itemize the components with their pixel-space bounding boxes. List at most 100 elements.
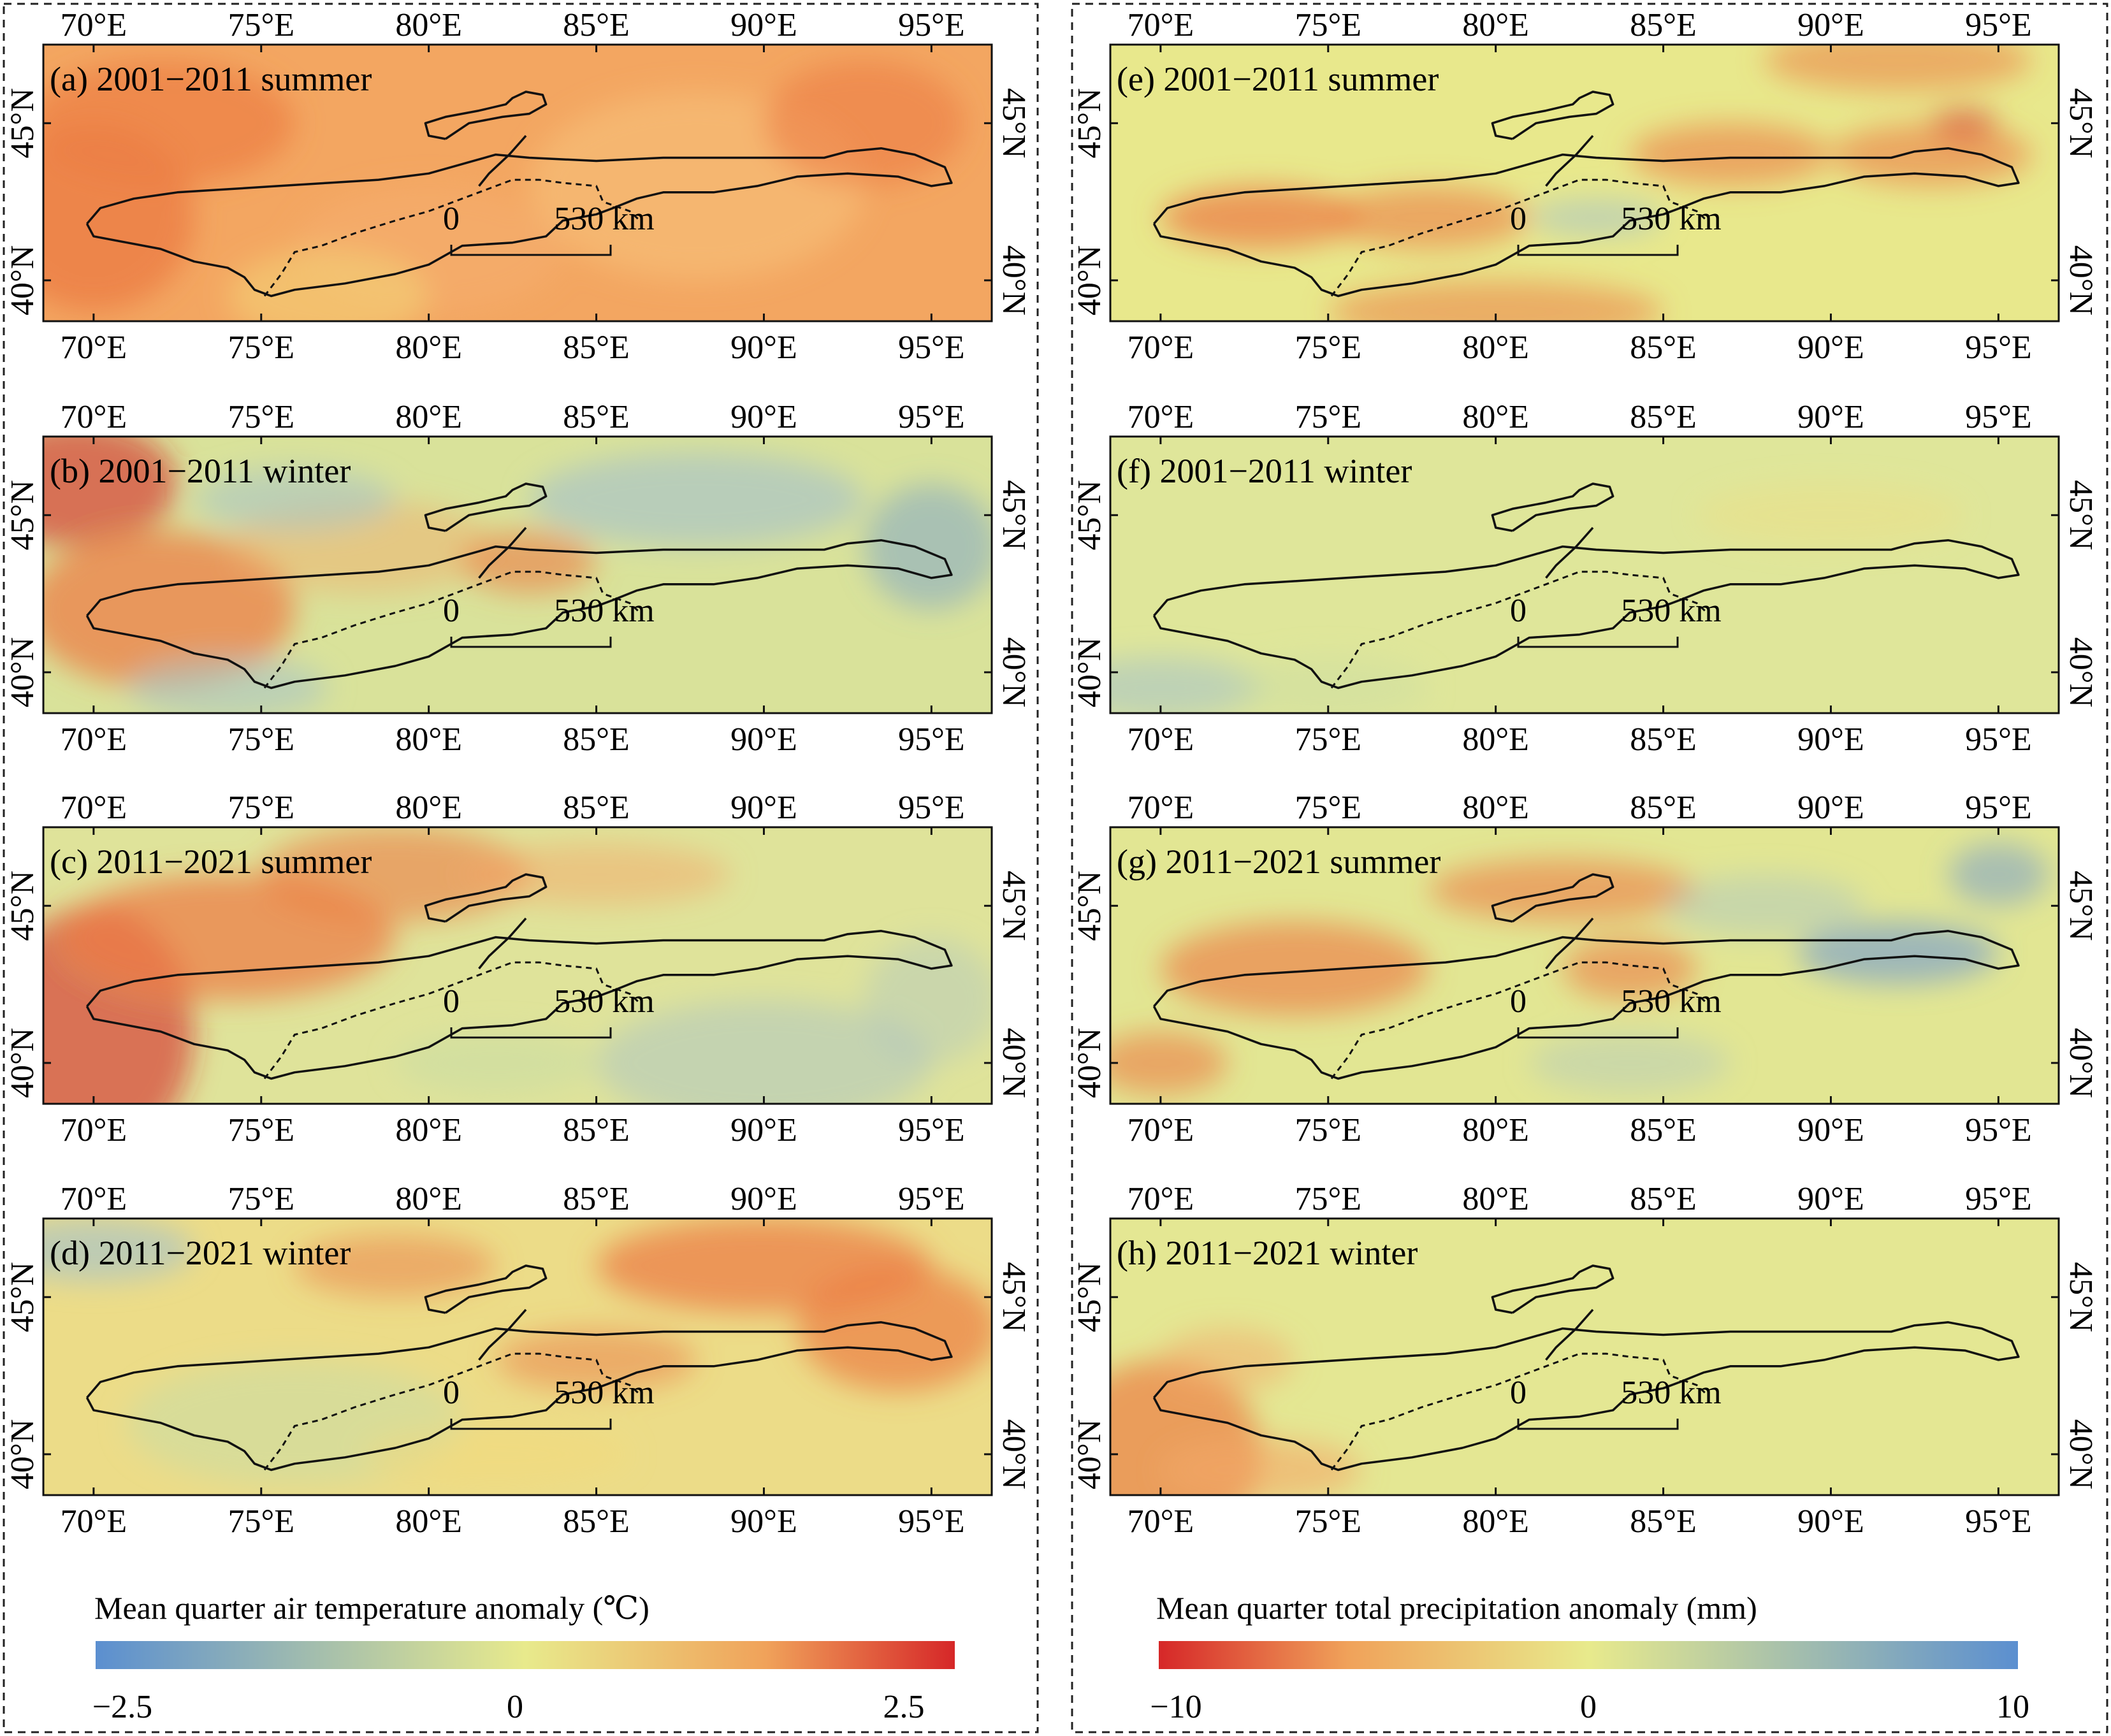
panel-f-anomaly-field [1110,437,2059,713]
panel-b-lon-tick-top: 85°E [563,399,630,435]
panel-e-anomaly-patch [1629,123,1831,186]
panel-e-anomaly-patch [1831,123,2032,186]
panel-g: (g) 2011−2021 summer 0 530 km 70°E 70°E 75°E 7… [1071,790,2099,1148]
panel-c-lon-tick-top: 95°E [898,790,965,826]
panel-e-lat-tick-right: 45°N [2063,88,2099,158]
panel-c-scale-start: 0 [443,983,460,1020]
panel-e: (e) 2001−2011 summer 0 530 km 70°E 70°E 75°E 7… [1071,7,2099,366]
panel-g-lon-tick-bottom: 80°E [1462,1112,1529,1148]
panel-d-anomaly-patch [361,1422,630,1486]
panel-g-anomaly-patch [1160,921,1429,1016]
panel-a-lat-tick-right: 40°N [996,245,1032,315]
panel-g-border-dashed [1330,961,1708,1080]
panel-h-lat-tick-left: 45°N [1071,1262,1108,1332]
panel-c-lat-tick-right: 40°N [996,1028,1032,1098]
panel-c-lon-tick-bottom: 95°E [898,1112,965,1148]
panel-d: (d) 2011−2021 winter 0 530 km 70°E 70°E 75°E 7… [4,1181,1032,1540]
panel-g-lat-tick-right: 40°N [2063,1028,2099,1098]
panel-c-lon-tick-top: 70°E [61,790,127,826]
panel-d-north-loop-outline [424,1264,548,1314]
panel-h-label: (h) 2011−2021 winter [1117,1234,1418,1272]
panel-g-lon-tick-top: 85°E [1630,790,1697,826]
panel-b-tianshan-outline [85,539,953,690]
panel-b-scale-bar [450,637,612,648]
panel-d-lat-tick-right: 45°N [996,1262,1032,1332]
panel-g-lon-tick-bottom: 75°E [1295,1112,1361,1148]
panel-e-lon-tick-bottom: 80°E [1462,329,1529,366]
panel-b-lon-tick-bottom: 85°E [563,721,630,758]
panel-d-connector-line [478,1308,527,1361]
panel-a-connector-line [478,134,527,187]
panel-g-lat-tick-left: 45°N [1071,871,1108,941]
panel-c-lon-tick-bottom: 80°E [395,1112,462,1148]
panel-g-lon-tick-top: 80°E [1462,790,1529,826]
panel-e-lon-tick-bottom: 95°E [1965,329,2032,366]
panel-f-connector-line [1545,526,1594,579]
panel-d-anomaly-field [43,1219,992,1495]
panel-a-lon-tick-bottom: 75°E [228,329,294,366]
panel-c-anomaly-patch [395,1031,597,1095]
panel-d-lon-tick-bottom: 90°E [730,1503,797,1540]
panel-a-lon-tick-top: 85°E [563,7,630,43]
panel-e-anomaly-patch [1328,185,1530,249]
panel-a-scale-end: 530 km [554,201,654,237]
panel-f-lon-tick-top: 90°E [1797,399,1864,435]
precipitation-colorbar-title: Mean quarter total precipitation anomaly… [1156,1590,1757,1626]
panel-a-lon-tick-bottom: 85°E [563,329,630,366]
panel-c-connector-line [478,917,527,969]
panel-f-lon-tick-top: 70°E [1128,399,1194,435]
panel-b: (b) 2001−2011 winter 0 530 km 70°E 70°E 75°E 7… [4,399,1032,758]
panel-a-lon-tick-top: 70°E [61,7,127,43]
panel-g-tianshan-outline [1152,930,2020,1080]
panel-h-scale-start: 0 [1510,1375,1527,1411]
panel-e-lon-tick-bottom: 85°E [1630,329,1697,366]
panel-a-tianshan-outline [85,147,953,298]
panel-e-label: (e) 2001−2011 summer [1117,60,1439,98]
panel-a-lon-tick-top: 95°E [898,7,965,43]
panel-h-lon-tick-top: 85°E [1630,1181,1697,1217]
panel-c-tianshan-outline [85,930,953,1080]
panel-a-lat-tick-left: 45°N [4,88,41,158]
panel-d-scale-start: 0 [443,1375,460,1411]
panel-f-lat-tick-left: 45°N [1071,480,1108,550]
panel-d-lon-tick-bottom: 95°E [898,1503,965,1540]
panel-d-lon-tick-top: 85°E [563,1181,630,1217]
panel-d-lon-tick-top: 95°E [898,1181,965,1217]
panel-g-anomaly-patch [1948,843,2049,906]
panel-g-scale-start: 0 [1510,983,1527,1020]
panel-f-lon-tick-bottom: 70°E [1128,721,1194,758]
panel-d-lon-tick-top: 90°E [730,1181,797,1217]
temperature-colorbar-title: Mean quarter air temperature anomaly (℃) [94,1590,649,1626]
panel-b-lon-tick-top: 70°E [61,399,127,435]
panel-d-lat-tick-right: 40°N [996,1419,1032,1489]
panel-d-scale-bar [450,1419,612,1430]
panel-c-lon-tick-bottom: 75°E [228,1112,294,1148]
panel-c-anomaly-patch [261,827,530,922]
panel-e-lon-tick-top: 90°E [1797,7,1864,43]
panel-e-lat-tick-left: 45°N [1071,88,1108,158]
panel-c-lat-tick-left: 40°N [4,1028,41,1098]
panel-b-anomaly-patch [864,484,992,610]
panel-d-anomaly-patch [43,1219,194,1282]
panel-d-lon-tick-top: 80°E [395,1181,462,1217]
panel-e-lon-tick-bottom: 70°E [1128,329,1194,366]
panel-g-lon-tick-bottom: 70°E [1128,1112,1194,1148]
panel-d-tianshan-outline [85,1321,953,1472]
panel-f-lon-tick-bottom: 80°E [1462,721,1529,758]
panel-e-lon-tick-bottom: 75°E [1295,329,1361,366]
panel-f-tianshan-outline [1152,539,2020,690]
panel-h-lon-tick-bottom: 85°E [1630,1503,1697,1540]
panel-b-north-loop-outline [424,482,548,532]
panel-d-border-dashed [263,1352,641,1471]
temperature-colorbar-bar [96,1641,955,1669]
panel-h-frame [1109,1217,2060,1496]
panel-g-lon-tick-bottom: 85°E [1630,1112,1697,1148]
panel-f-label: (f) 2001−2011 winter [1117,452,1412,490]
precipitation-colorbar: Mean quarter total precipitation anomaly… [1150,1590,2029,1725]
panel-f-anomaly-patch [1697,483,1965,547]
panel-e-lat-tick-left: 40°N [1071,245,1108,315]
panel-h-anomaly-field [1110,1219,2059,1495]
left-column-frame [3,3,1039,1733]
panel-f-lat-tick-right: 45°N [2063,480,2099,550]
panel-a-lon-tick-top: 75°E [228,7,294,43]
